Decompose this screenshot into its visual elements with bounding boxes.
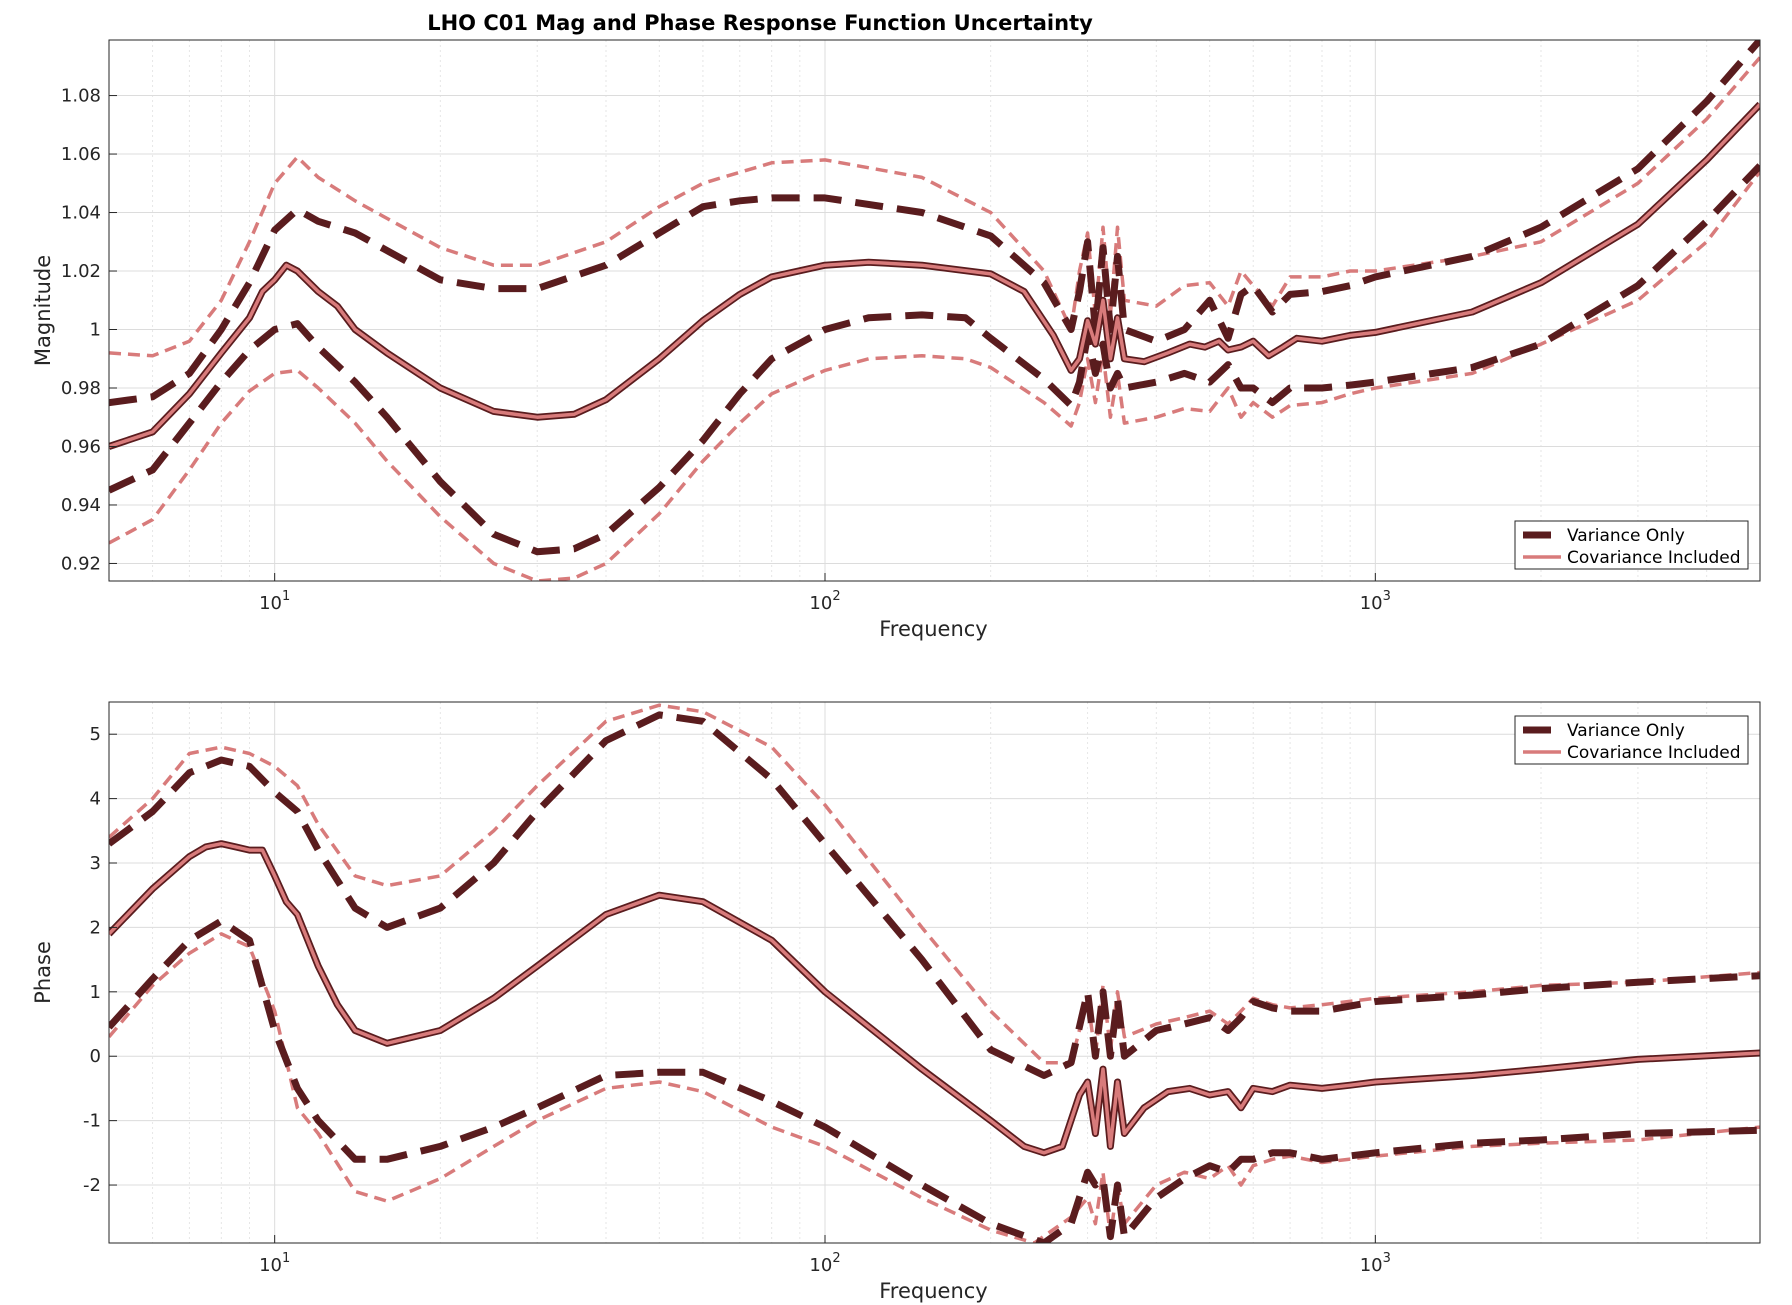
x-tick-exponent: 3	[1383, 1251, 1391, 1266]
x-tick-exponent: 2	[832, 589, 840, 604]
grid	[108, 702, 1761, 1243]
magnitude-plot: 0.92 0.94 0.96 0.98 1 1.02 1.04 1.06 1.08 101 102 1…	[31, 39, 1761, 641]
x-tick-label: 103	[1360, 589, 1391, 614]
y-tick-label: 4	[90, 789, 101, 810]
y-tick-label: 1.08	[61, 86, 101, 107]
series-variance-lower-line	[109, 917, 1760, 1243]
x-tick-label: 102	[809, 589, 840, 614]
y-tick-label: 1.06	[61, 144, 101, 165]
x-tick-exponent: 1	[282, 589, 290, 604]
x-tick-label: 102	[809, 1251, 840, 1276]
x-tick-label: 101	[259, 1251, 290, 1276]
x-axis-label: Frequency	[879, 617, 988, 641]
y-tick-label: 0.94	[61, 495, 101, 516]
series-median-covariance-line	[109, 103, 1760, 449]
y-axis-label: Magnitude	[31, 255, 55, 366]
y-tick-label: 1	[90, 320, 101, 341]
figure-title: LHO C01 Mag and Phase Response Function …	[427, 11, 1093, 35]
y-tick-label: -2	[83, 1175, 101, 1196]
x-tick-exponent: 1	[282, 1251, 290, 1266]
y-tick-label: 3	[90, 853, 101, 874]
y-tick-label: 1.02	[61, 261, 101, 282]
x-tick-label: 103	[1360, 1251, 1391, 1276]
phase-plot: -2 -1 0 1 2 3 4 5 101 102 103 Frequency Phase Varianc…	[31, 701, 1761, 1303]
x-tick-exponent: 2	[832, 1251, 840, 1266]
series-covariance-lower-line	[109, 170, 1760, 581]
x-tick-exponent: 3	[1383, 589, 1391, 604]
legend-box	[1514, 520, 1749, 570]
legend-box	[1514, 715, 1749, 765]
y-tick-label: 0	[90, 1046, 101, 1067]
y-tick-label: 0.92	[61, 553, 101, 574]
series-covariance-upper-line	[109, 56, 1760, 358]
series-median-covariance-line	[109, 841, 1760, 1155]
y-tick-label: 0.98	[61, 378, 101, 399]
legend-entry-covariance: Covariance Included	[1567, 548, 1741, 568]
axes-box	[108, 701, 1761, 1244]
y-tick-label: 1.04	[61, 203, 101, 224]
y-tick-label: 0.96	[61, 436, 101, 457]
y-tick-label: 5	[90, 724, 101, 745]
x-axis-label: Frequency	[879, 1279, 988, 1303]
y-tick-label: 2	[90, 917, 101, 938]
y-tick-label: -1	[83, 1111, 101, 1132]
legend-entry-variance: Variance Only	[1567, 526, 1685, 546]
legend-entry-variance: Variance Only	[1567, 721, 1685, 741]
legend-entry-covariance: Covariance Included	[1567, 743, 1741, 763]
y-tick-label: 1	[90, 982, 101, 1003]
series-group	[109, 703, 1760, 1243]
axes-box	[108, 39, 1761, 582]
series-variance-upper-line	[109, 711, 1760, 1079]
series-variance-upper-line	[109, 40, 1760, 407]
plot-area	[109, 40, 1760, 581]
plot-area	[109, 702, 1760, 1243]
x-tick-label: 101	[259, 589, 290, 614]
series-variance-lower-line	[109, 163, 1760, 556]
grid	[108, 40, 1761, 581]
y-axis-label: Phase	[31, 941, 55, 1004]
series-covariance-lower-line	[109, 932, 1760, 1243]
series-group	[109, 40, 1760, 581]
